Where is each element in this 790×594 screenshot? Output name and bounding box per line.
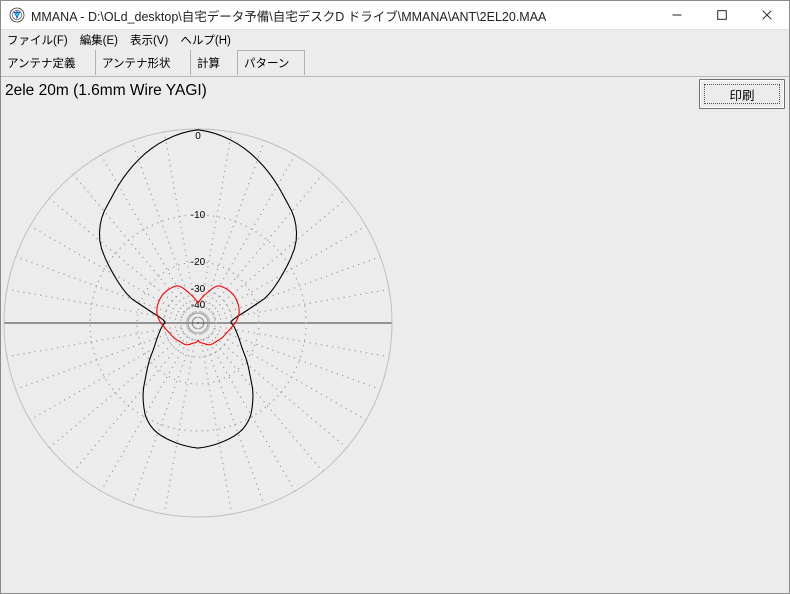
svg-text:0: 0 [195,131,201,142]
svg-text:-20: -20 [191,257,206,268]
svg-text:-40: -40 [191,300,206,311]
svg-text:-30: -30 [191,284,206,295]
svg-text:-10: -10 [191,210,206,221]
